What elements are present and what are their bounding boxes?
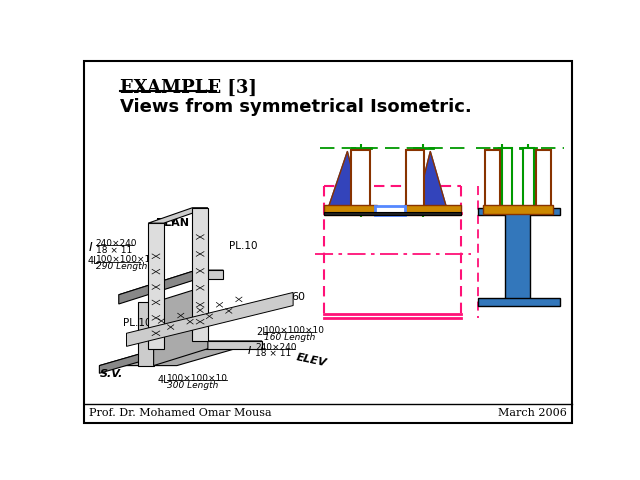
- Text: 100×100×10: 100×100×10: [167, 374, 228, 383]
- Polygon shape: [138, 302, 154, 366]
- Text: 18 × 11: 18 × 11: [95, 246, 132, 255]
- Polygon shape: [415, 152, 448, 213]
- Bar: [506, 213, 531, 300]
- Text: 290 Length: 290 Length: [95, 263, 147, 271]
- Text: 4L: 4L: [88, 256, 99, 266]
- Bar: [524, 148, 534, 208]
- Polygon shape: [119, 270, 223, 295]
- Text: EXAMPLE [3]: EXAMPLE [3]: [120, 79, 257, 97]
- Text: 2L: 2L: [257, 327, 268, 337]
- Text: ELEV: ELEV: [296, 352, 328, 368]
- Text: PL.10: PL.10: [123, 318, 151, 328]
- Polygon shape: [193, 208, 208, 341]
- Bar: [483, 205, 553, 214]
- Bar: [324, 212, 461, 215]
- Bar: [375, 206, 404, 215]
- Text: Prof. Dr. Mohamed Omar Mousa: Prof. Dr. Mohamed Omar Mousa: [90, 408, 272, 419]
- Bar: [536, 150, 551, 208]
- Bar: [502, 148, 513, 208]
- Bar: [404, 205, 461, 215]
- Bar: [478, 208, 560, 215]
- Polygon shape: [119, 270, 196, 304]
- Text: 4L: 4L: [157, 375, 169, 385]
- Polygon shape: [148, 208, 208, 223]
- Text: $I$: $I$: [88, 241, 93, 254]
- Text: 100×100×10: 100×100×10: [95, 255, 157, 264]
- Bar: [484, 150, 500, 208]
- Polygon shape: [148, 223, 164, 348]
- Polygon shape: [184, 341, 262, 348]
- Text: $I$: $I$: [246, 344, 252, 356]
- Polygon shape: [326, 152, 363, 213]
- Text: Views from symmetrical Isometric.: Views from symmetrical Isometric.: [120, 97, 472, 116]
- Text: March 2006: March 2006: [498, 408, 566, 419]
- Text: S.V.: S.V.: [99, 370, 123, 380]
- Polygon shape: [99, 341, 184, 373]
- Text: 18 × 11: 18 × 11: [255, 349, 291, 359]
- Text: 240×240: 240×240: [255, 343, 297, 351]
- Text: 300 Length: 300 Length: [167, 381, 218, 390]
- Polygon shape: [127, 292, 293, 347]
- Text: PLAN: PLAN: [156, 218, 189, 228]
- Bar: [406, 150, 424, 213]
- Polygon shape: [196, 270, 223, 279]
- Bar: [324, 205, 377, 215]
- Text: 60: 60: [291, 292, 305, 302]
- Polygon shape: [154, 286, 208, 366]
- Bar: [351, 150, 370, 213]
- Text: PL.10: PL.10: [229, 241, 257, 251]
- Polygon shape: [99, 341, 262, 366]
- Text: 240×240: 240×240: [95, 240, 137, 248]
- Bar: [478, 298, 560, 306]
- Text: 160 Length: 160 Length: [264, 333, 316, 342]
- Text: 100×100×10: 100×100×10: [264, 326, 326, 336]
